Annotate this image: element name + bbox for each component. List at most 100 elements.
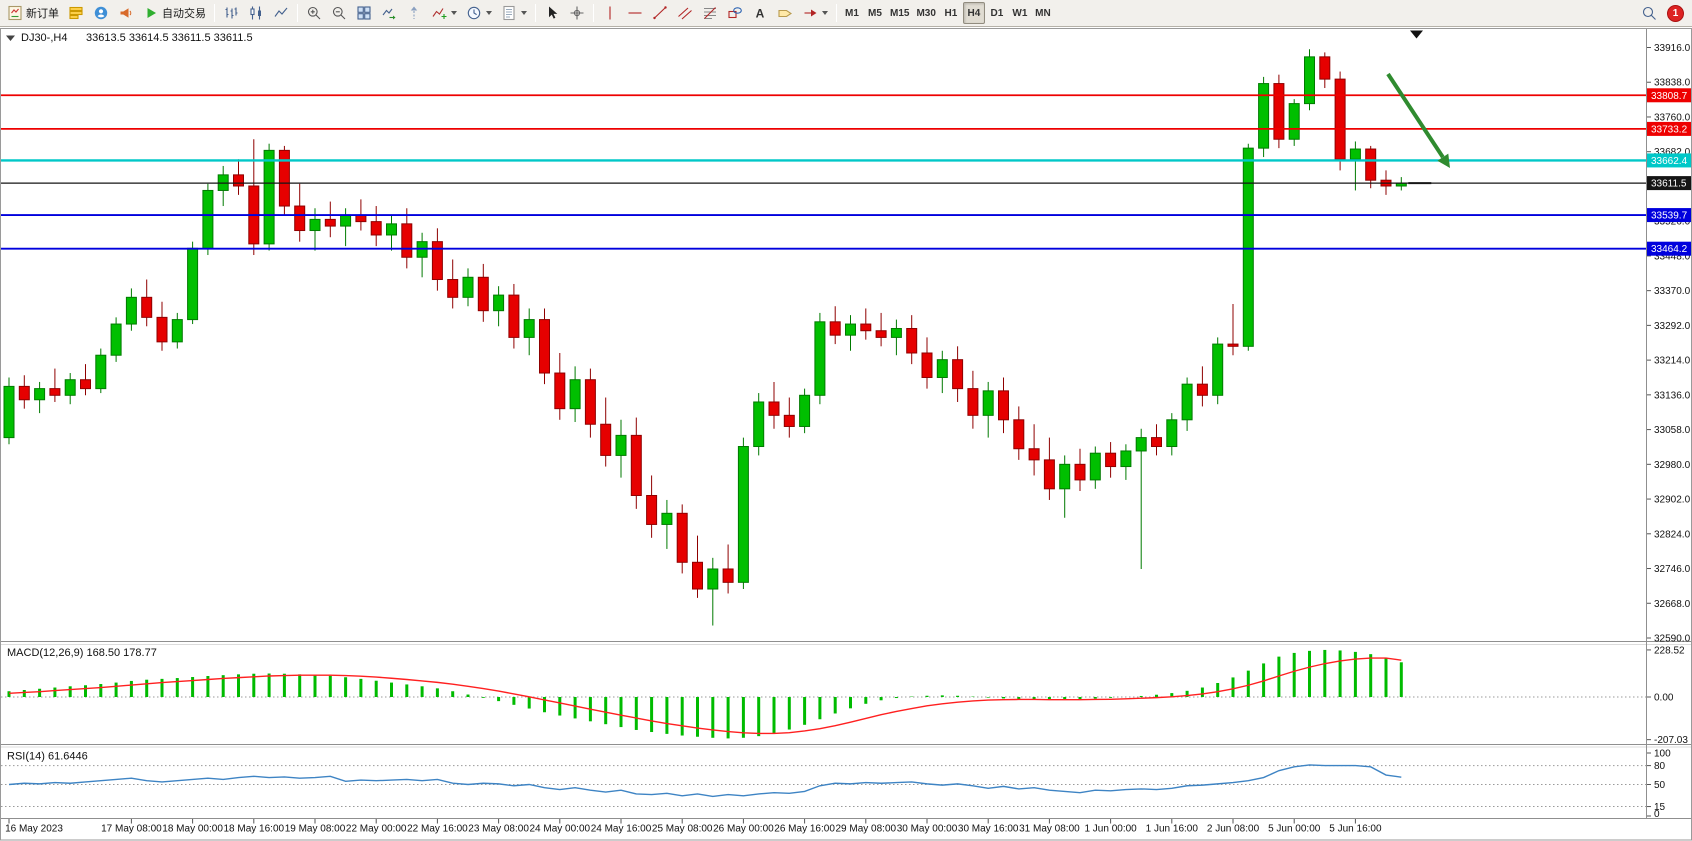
candle-body <box>278 149 290 207</box>
time-axis-label: 30 May 16:00 <box>958 824 1019 835</box>
price-line-tag-label: 33539.7 <box>1651 211 1688 222</box>
candle-body <box>233 174 244 187</box>
candle-body <box>554 372 566 410</box>
price-line-tag <box>1647 121 1691 136</box>
candle-body <box>340 214 352 227</box>
timeframe-d1-button[interactable]: D1 <box>986 2 1008 24</box>
one-click-trading-toggle[interactable] <box>6 35 15 42</box>
time-axis-label: 5 Jun 16:00 <box>1329 824 1382 835</box>
price-line-tag <box>1647 88 1691 103</box>
arrows-tool-icon <box>804 9 817 17</box>
candle-body <box>80 379 91 390</box>
time-axis-label: 16 May 2023 <box>5 824 63 835</box>
trendline-button[interactable] <box>648 2 672 24</box>
templates-button[interactable] <box>497 2 531 24</box>
news-button[interactable] <box>114 2 138 24</box>
timeframe-m5-button[interactable]: M5 <box>864 2 886 24</box>
candle-body <box>600 423 612 456</box>
bar-chart-button[interactable] <box>219 2 243 24</box>
timeframe-m1-button[interactable]: M1 <box>841 2 863 24</box>
candle-body <box>1273 83 1285 140</box>
time-axis-label: 26 May 16:00 <box>774 824 835 835</box>
time-axis-label: 18 May 00:00 <box>162 824 223 835</box>
candle-body <box>952 359 964 390</box>
candle-body <box>737 446 749 583</box>
candle-body <box>967 388 979 416</box>
candle-body <box>523 319 535 338</box>
candle-body <box>1196 383 1208 396</box>
auto-trading-button[interactable]: 自动交易 <box>139 2 210 24</box>
rsi-axis-label: 80 <box>1654 761 1666 772</box>
indicators-button[interactable] <box>427 2 461 24</box>
periods-icon <box>467 6 481 20</box>
candle-body <box>431 241 443 281</box>
fibonacci-icon <box>704 7 716 20</box>
rsi-axis-label: 100 <box>1654 749 1671 760</box>
channel-button[interactable] <box>673 2 697 24</box>
candle-body <box>187 247 199 321</box>
object-anchor-marker[interactable] <box>1410 30 1423 39</box>
candle-body <box>156 316 168 343</box>
rsi-label: RSI(14) 61.6446 <box>7 751 88 763</box>
vertical-line-button[interactable] <box>598 2 622 24</box>
candle-body <box>125 296 137 325</box>
notification-badge[interactable]: 1 <box>1667 4 1684 22</box>
periods-button[interactable] <box>462 2 496 24</box>
new-order-button[interactable]: 新订单 <box>3 2 63 24</box>
price-axis-label: 33058.0 <box>1654 425 1691 436</box>
cursor-button[interactable] <box>540 2 564 24</box>
shapes-button[interactable] <box>723 2 747 24</box>
community-button[interactable] <box>89 2 113 24</box>
candle-body <box>1258 83 1270 149</box>
candle-body <box>64 379 76 396</box>
candle-body <box>1227 343 1239 347</box>
tile-windows-button[interactable] <box>352 2 376 24</box>
candle-body <box>1151 437 1162 448</box>
zoom-out-button[interactable] <box>327 2 351 24</box>
chart-shift-icon <box>410 6 418 19</box>
line-chart-icon <box>274 7 288 17</box>
timeframe-h4-button[interactable]: H4 <box>962 2 985 24</box>
dropdown-arrow-icon <box>521 11 527 15</box>
candle-body <box>1166 419 1178 448</box>
candlestick-chart-button[interactable] <box>244 2 268 24</box>
text-label-button[interactable] <box>773 2 797 24</box>
price-axis-label: 33136.0 <box>1654 390 1691 401</box>
price-axis-label: 32746.0 <box>1654 564 1691 575</box>
text-tool-icon: A <box>756 7 765 21</box>
text-tool-glyph: A <box>756 7 765 21</box>
crosshair-button[interactable] <box>565 2 589 24</box>
timeframe-h1-button[interactable]: H1 <box>940 2 962 24</box>
market-depth-button[interactable] <box>64 2 88 24</box>
chart-shift-button[interactable] <box>402 2 426 24</box>
candle-body <box>845 323 856 336</box>
trendline-icon <box>653 6 667 20</box>
timeframe-mn-button[interactable]: MN <box>1032 2 1054 24</box>
candle-body <box>1013 419 1025 450</box>
horizontal-line-button[interactable] <box>623 2 647 24</box>
time-axis-label: 26 May 00:00 <box>713 824 774 835</box>
candlestick-chart-icon <box>250 6 261 20</box>
price-line-tag <box>1647 176 1691 191</box>
candle-body <box>370 221 382 236</box>
timeframe-w1-button[interactable]: W1 <box>1009 2 1031 24</box>
market-depth-icon <box>69 6 83 20</box>
candle-body <box>768 401 780 416</box>
trend-arrow[interactable] <box>1386 72 1445 159</box>
arrows-tool-button[interactable] <box>798 2 832 24</box>
line-chart-button[interactable] <box>269 2 293 24</box>
candle-body <box>401 223 413 258</box>
text-tool-button[interactable]: A <box>748 2 772 24</box>
candle-body <box>615 434 627 456</box>
candle-body <box>569 379 581 410</box>
auto-trading-label: 自动交易 <box>162 8 206 20</box>
auto-scroll-button[interactable] <box>377 2 401 24</box>
fibonacci-button[interactable] <box>698 2 722 24</box>
candle-body <box>447 279 459 298</box>
timeframe-m30-button[interactable]: M30 <box>913 2 938 24</box>
search-button[interactable] <box>1637 2 1661 24</box>
trend-arrow-head <box>1437 153 1450 168</box>
zoom-in-button[interactable] <box>302 2 326 24</box>
timeframe-m15-button[interactable]: M15 <box>887 2 912 24</box>
